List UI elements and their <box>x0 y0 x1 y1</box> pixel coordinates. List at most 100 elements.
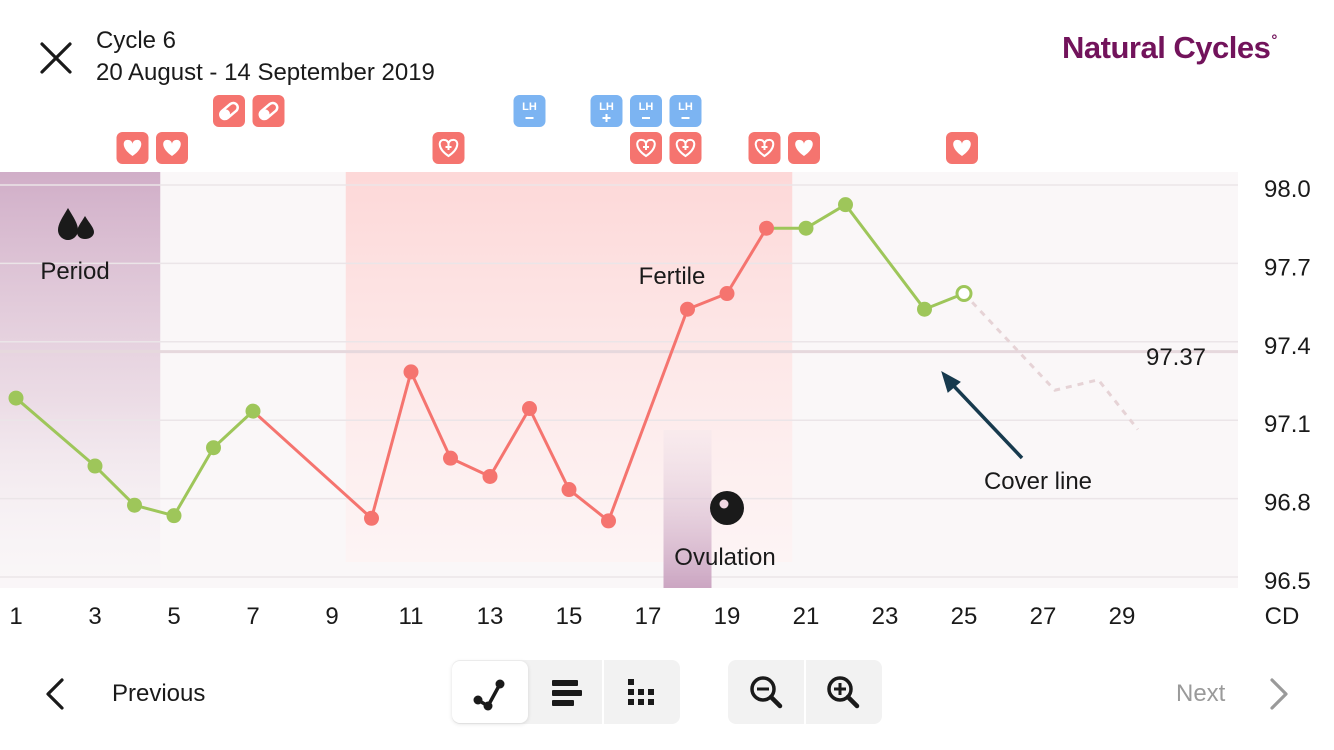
x-tick-label-5: 11 <box>399 603 424 630</box>
series-segment <box>172 446 215 517</box>
heart-glyph <box>953 139 971 156</box>
heart-glyph <box>163 139 181 156</box>
temperature-point[interactable] <box>522 401 537 417</box>
lh-negative-icon[interactable] <box>669 95 702 127</box>
toggle-divider <box>602 660 604 724</box>
lh-glyph: LH <box>639 101 654 113</box>
chevron-right-icon[interactable] <box>1262 676 1294 712</box>
series-segment <box>15 396 96 468</box>
lh-glyph: LH <box>522 101 537 113</box>
lh-negative-icon[interactable] <box>513 95 546 127</box>
temperature-point[interactable] <box>838 197 853 213</box>
temperature-point[interactable] <box>166 508 182 524</box>
lh-positive-icon[interactable] <box>590 95 623 127</box>
series-segment <box>251 410 373 520</box>
series-segment <box>568 488 610 523</box>
temperature-point[interactable] <box>443 450 458 466</box>
x-tick-label-13: 27 <box>1030 603 1057 630</box>
temperature-point[interactable] <box>245 403 261 419</box>
cycle-dates: 20 August - 14 September 2019 <box>96 59 435 86</box>
series-segment <box>528 407 571 491</box>
temperature-point[interactable] <box>798 220 814 236</box>
temperature-point[interactable] <box>403 364 419 380</box>
temperature-point[interactable] <box>601 513 616 529</box>
graph-view-button[interactable] <box>452 661 528 723</box>
temperature-point[interactable] <box>8 390 24 406</box>
dots-grid-icon <box>628 679 654 705</box>
pill-half-glyph <box>259 109 270 120</box>
series-segment <box>93 464 136 507</box>
lh-glyph: LH <box>599 101 614 113</box>
y-tick-label-1: 96.8 <box>1264 490 1311 517</box>
y-tick-label-3: 97.4 <box>1264 333 1311 360</box>
chevron-left-icon[interactable] <box>40 676 72 712</box>
lh-negative-icon[interactable] <box>630 95 662 127</box>
x-tick-label-14: 29 <box>1109 603 1136 630</box>
previous-button[interactable]: Previous <box>112 680 206 707</box>
line-graph-icon <box>473 679 505 711</box>
temperature-point[interactable] <box>955 285 973 303</box>
ovulation-band <box>663 430 712 588</box>
grid-lines <box>0 184 1238 578</box>
x-tick-label-2: 5 <box>167 603 180 630</box>
temperature-point[interactable] <box>917 301 932 317</box>
y-tick-label-0: 96.5 <box>1264 568 1311 595</box>
arrow-icon <box>941 370 1024 460</box>
temperature-point[interactable] <box>127 497 142 513</box>
next-button[interactable]: Next <box>1176 680 1226 707</box>
drop-icon <box>58 208 94 240</box>
brand-mark: ° <box>1271 32 1277 49</box>
zoom-divider <box>804 660 806 724</box>
x-tick-label-9: 19 <box>714 603 741 630</box>
x-tick-label-8: 17 <box>635 603 662 630</box>
x-tick-label-12: 25 <box>951 603 978 630</box>
temperature-point[interactable] <box>482 468 498 484</box>
temperature-lines <box>15 203 1139 523</box>
series-segment <box>370 371 413 519</box>
lh-glyph: LH <box>678 101 693 113</box>
prediction-line <box>962 292 1139 431</box>
heart-glyph <box>123 139 142 156</box>
temperature-point[interactable] <box>87 458 103 474</box>
series-segment <box>844 203 926 311</box>
x-tick-label-11: 23 <box>872 603 899 630</box>
y-tick-label-4: 97.7 <box>1264 254 1311 281</box>
fertile-label: Fertile <box>639 263 706 290</box>
series-segment <box>488 407 531 478</box>
x-tick-label-6: 13 <box>477 603 504 630</box>
event-icons: LH LH LH LH <box>116 95 978 164</box>
temperature-point[interactable] <box>680 301 695 317</box>
close-icon[interactable] <box>36 38 76 78</box>
temperature-points <box>8 197 973 529</box>
temperature-point[interactable] <box>719 286 735 302</box>
brand-logo: Natural Cycles° <box>1062 30 1277 66</box>
brand-name: Natural Cycles <box>1062 30 1271 65</box>
x-tick-label-10: 21 <box>793 603 820 630</box>
zoom-in-icon <box>827 676 860 709</box>
series-segment <box>409 371 452 459</box>
series-segment <box>212 410 255 449</box>
x-tick-label-4: 9 <box>325 603 338 630</box>
x-tick-label-0: 1 <box>9 603 22 630</box>
y-tick-label-2: 97.1 <box>1264 411 1311 438</box>
temperature-point[interactable] <box>759 220 774 236</box>
temperature-point[interactable] <box>364 510 379 526</box>
zoom-out-button[interactable] <box>728 660 804 724</box>
heart-glyph <box>795 139 813 156</box>
temperature-point[interactable] <box>206 440 221 456</box>
period-band <box>0 172 161 588</box>
zoom-out-icon <box>750 676 783 709</box>
x-tick-label-1: 3 <box>88 603 101 630</box>
calendar-view-button[interactable] <box>604 660 680 724</box>
x-tick-label-7: 15 <box>556 603 583 630</box>
period-label: Period <box>40 258 109 285</box>
zoom-in-button[interactable] <box>805 660 881 724</box>
series-segment <box>607 308 689 522</box>
temperature-point[interactable] <box>561 482 577 498</box>
x-axis: 1 3 5 7 9 11 13 15 17 19 21 23 25 27 29 CD <box>9 603 1299 630</box>
cycle-title: Cycle 6 <box>96 27 177 54</box>
series-segment <box>725 227 768 295</box>
list-view-button[interactable] <box>528 660 604 724</box>
series-segment <box>805 203 847 230</box>
